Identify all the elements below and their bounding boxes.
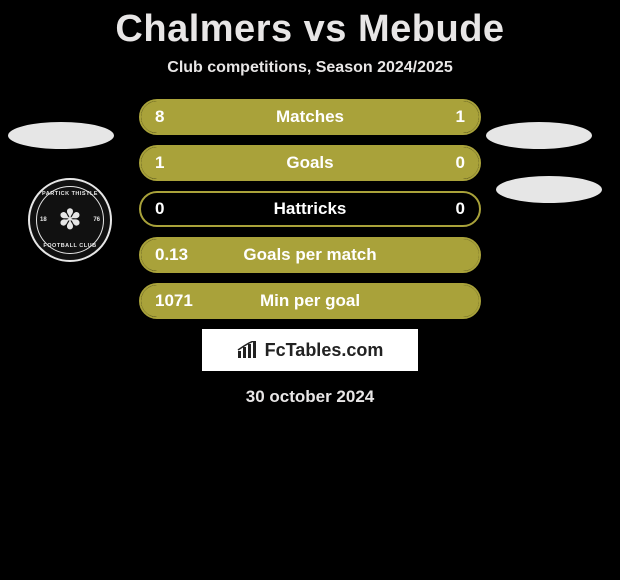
stat-value-right: 0: [456, 193, 465, 225]
branding-badge: FcTables.com: [202, 329, 418, 371]
stat-bar-left-fill: [141, 239, 479, 271]
crest-year-right: 76: [93, 217, 100, 223]
stat-bar-left-fill: [141, 101, 405, 133]
player-left-ellipse: [8, 122, 114, 149]
subtitle: Club competitions, Season 2024/2025: [0, 59, 620, 77]
crest-text-top: PARTICK THISTLE: [42, 191, 98, 197]
club-crest-inner: PARTICK THISTLE ✽ 18 76 FOOTBALL CLUB: [36, 186, 104, 254]
stat-bar-left-fill: [141, 147, 405, 179]
crest-year-left: 18: [40, 217, 47, 223]
page-title: Chalmers vs Mebude: [0, 0, 620, 51]
stat-label: Hattricks: [141, 193, 479, 225]
player-right-ellipse-bottom: [496, 176, 602, 203]
player-right-ellipse-top: [486, 122, 592, 149]
stat-bar: 8Matches1: [139, 99, 481, 135]
thistle-icon: ✽: [58, 206, 81, 234]
bar-chart-icon: [237, 341, 259, 359]
stat-row: 1Goals0: [0, 145, 620, 181]
stat-bar: 0Hattricks0: [139, 191, 481, 227]
stat-row: 1071Min per goal: [0, 283, 620, 319]
stat-bar-right-fill: [405, 147, 479, 179]
stat-bar: 1Goals0: [139, 145, 481, 181]
club-crest: PARTICK THISTLE ✽ 18 76 FOOTBALL CLUB: [28, 178, 112, 262]
stat-bar: 0.13Goals per match: [139, 237, 481, 273]
date-text: 30 october 2024: [0, 387, 620, 407]
stat-bar-left-fill: [141, 285, 479, 317]
stat-bar-right-fill: [405, 101, 479, 133]
stat-value-left: 0: [155, 193, 164, 225]
crest-text-bottom: FOOTBALL CLUB: [43, 243, 96, 249]
stat-bar: 1071Min per goal: [139, 283, 481, 319]
branding-text: FcTables.com: [265, 340, 384, 361]
